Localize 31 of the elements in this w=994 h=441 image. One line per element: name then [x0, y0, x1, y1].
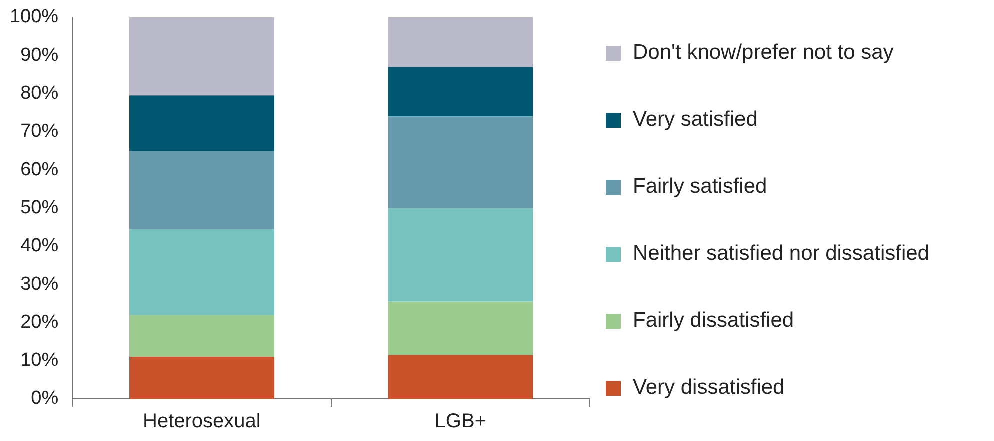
bar: [388, 67, 534, 117]
legend-label: Don't know/prefer not to say: [633, 41, 894, 65]
legend-label: Very dissatisfied: [633, 376, 785, 400]
y-tick-label: 100%: [10, 6, 59, 28]
y-tick-label: 50%: [20, 197, 59, 218]
bar: [130, 150, 274, 230]
bar: [130, 315, 274, 358]
y-tick-label: 20%: [20, 312, 59, 333]
y-tick-label: 0%: [31, 388, 59, 410]
legend-label: Very satisfied: [633, 108, 758, 132]
x-tick-label: LGB+: [434, 410, 486, 433]
y-tick-label: 60%: [20, 159, 59, 180]
bar: [388, 302, 534, 356]
x-tick-label: Heterosexual: [143, 410, 261, 433]
y-tick-label: 90%: [20, 44, 59, 66]
bar: [130, 96, 274, 151]
legend-label: Fairly dissatisfied: [633, 309, 794, 333]
bar: [388, 208, 534, 302]
bar: [130, 229, 274, 316]
bar: [130, 17, 274, 96]
bar: [130, 357, 274, 399]
y-tick-label: 70%: [20, 121, 59, 142]
bar: [388, 355, 534, 399]
y-tick-label: 40%: [20, 236, 59, 257]
y-tick-label: 30%: [20, 274, 59, 295]
bar: [388, 116, 534, 208]
legend-label: Fairly satisfied: [633, 175, 768, 199]
y-tick-label: 10%: [20, 350, 59, 372]
bar: [388, 17, 534, 68]
legend-label: Neither satisfied nor dissatisfied: [633, 242, 930, 266]
y-tick-label: 80%: [20, 82, 59, 104]
